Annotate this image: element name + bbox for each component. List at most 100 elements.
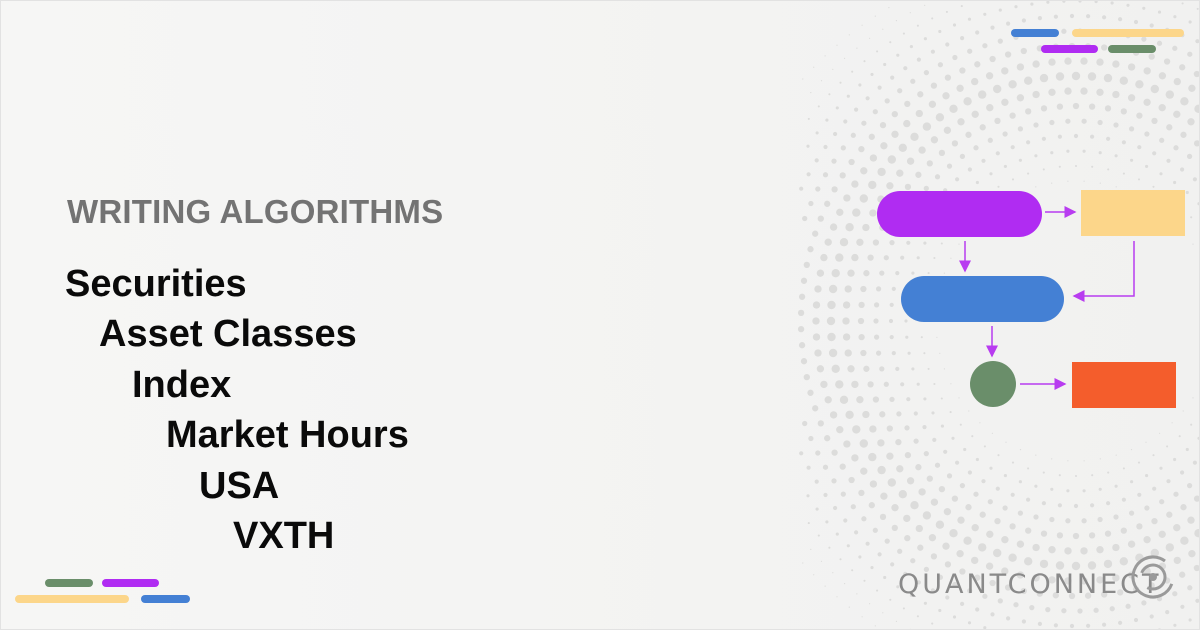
halftone-dot [903,119,911,128]
halftone-dot [968,410,970,412]
halftone-dot [1112,543,1120,552]
halftone-dot [845,410,854,419]
halftone-dot [1094,1,1098,4]
halftone-dot [904,100,911,108]
halftone-dot [942,92,950,100]
halftone-dot [831,364,840,373]
halftone-dot [983,626,987,629]
halftone-dot [865,541,870,546]
halftone-dot [835,380,844,389]
halftone-dot [935,113,945,122]
halftone-dot [813,574,815,576]
halftone-dot [1120,527,1127,534]
halftone-dot [1172,591,1178,597]
halftone-dot [1133,617,1139,623]
halftone-dot [798,293,806,300]
halftone-dot [939,352,941,354]
breadcrumb-item-securities: Securities [65,263,247,305]
halftone-dot [869,209,877,217]
halftone-dot [902,32,905,35]
halftone-dot [896,169,904,177]
halftone-dot [847,269,855,277]
halftone-dot [1145,474,1149,478]
halftone-dot [1188,84,1196,92]
halftone-dot [1178,435,1181,438]
halftone-dot [836,596,838,598]
halftone-dot [817,420,824,427]
halftone-dot [1001,567,1009,575]
halftone-dot [957,516,965,524]
halftone-dot [927,367,930,370]
halftone-dot [1180,604,1185,609]
halftone-dot [949,411,952,414]
diagram-node-green-circle [970,361,1016,407]
halftone-dot [808,435,814,442]
halftone-dot [891,110,898,118]
halftone-dot [1158,628,1161,629]
halftone-dot [843,518,848,523]
halftone-dot [1010,145,1015,150]
halftone-dot [938,29,942,34]
halftone-dot [846,544,850,548]
halftone-dot [816,365,825,373]
halftone-dot [831,449,838,456]
halftone-dot [876,589,879,592]
halftone-dot [877,167,886,177]
halftone-dot [1091,474,1094,477]
halftone-dot [861,24,863,26]
halftone-dot [869,154,878,162]
halftone-dot [886,182,894,190]
halftone-dot [926,475,933,482]
halftone-dot [1173,491,1179,497]
halftone-dot [812,405,819,412]
halftone-dot [875,286,882,292]
halftone-dot [997,38,1003,44]
halftone-dot [1032,543,1040,552]
halftone-dot [967,17,972,21]
halftone-dot [1148,582,1155,589]
halftone-dot [1197,436,1199,440]
halftone-dot [802,215,808,222]
halftone-dot [950,383,952,385]
halftone-dot [858,145,865,153]
halftone-dot [936,336,938,338]
breadcrumb-item-usa: USA [199,465,280,507]
halftone-dot [867,381,874,388]
deco-bar-blue-top [1011,29,1059,37]
halftone-dot [1190,423,1193,426]
halftone-dot [856,238,864,246]
halftone-dot [843,440,851,448]
halftone-dot [820,80,823,82]
halftone-dot [897,88,903,94]
halftone-dot [1036,590,1043,597]
halftone-dot [1182,410,1184,412]
halftone-dot [879,366,885,372]
halftone-dot [856,396,864,404]
halftone-dot [848,476,855,484]
halftone-dot [839,172,846,179]
halftone-dot [1117,589,1124,596]
halftone-dot [872,396,880,403]
halftone-dot [1166,445,1169,448]
halftone-dot [1078,1,1082,3]
halftone-dot [1107,471,1110,474]
halftone-dot [1195,598,1199,603]
halftone-dot [852,425,861,434]
halftone-dot [933,382,936,386]
halftone-dot [861,120,867,126]
halftone-dot [865,96,870,101]
halftone-dot [802,78,804,80]
halftone-dot [1112,574,1120,582]
halftone-dot [959,568,966,575]
halftone-dot [1125,603,1131,609]
halftone-dot [910,501,919,510]
halftone-dot [803,261,810,269]
halftone-dot [845,223,854,232]
halftone-dot [1102,622,1107,627]
halftone-dot [1152,185,1155,188]
halftone-dot [1127,540,1136,548]
halftone-dot [945,595,950,600]
halftone-dot [1112,90,1120,99]
